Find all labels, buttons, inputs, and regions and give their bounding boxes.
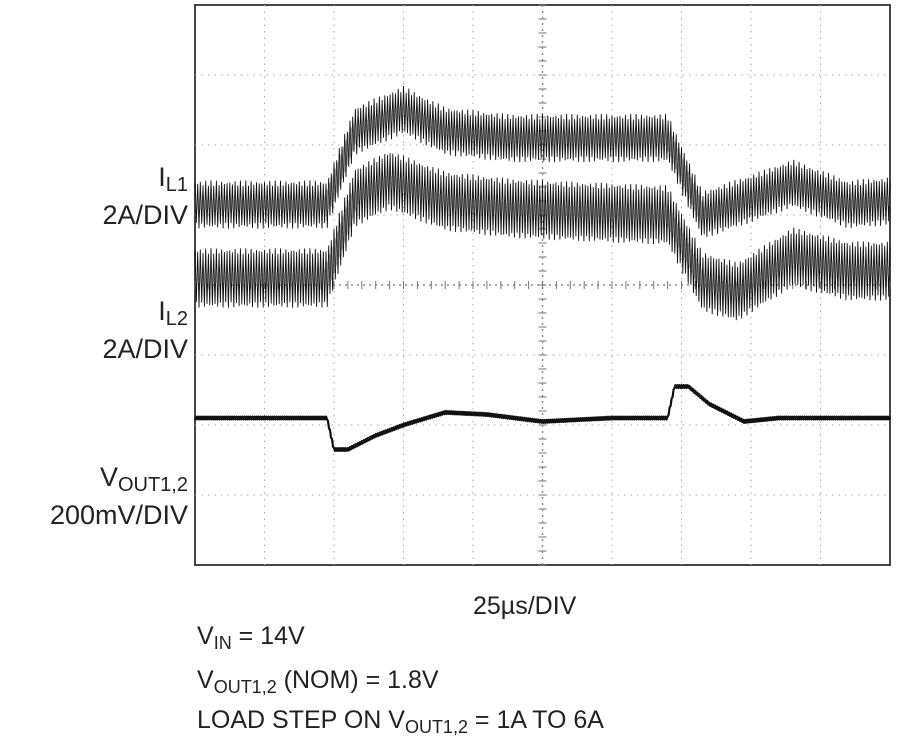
trace-il1 [193,85,892,237]
trace-vout-path [193,384,892,452]
il2-scale: 2A/DIV [102,334,188,364]
trace-il1-path [194,85,891,237]
trace-il2-core [193,175,892,297]
channel-label-il1: IL1 2A/DIV [102,162,188,230]
il1-name: IL1 [158,162,188,196]
grid [194,4,891,566]
il2-name: IL2 [158,296,188,330]
traces [193,85,892,452]
condition-vin: VIN = 14V [197,622,305,653]
il1-scale: 2A/DIV [102,200,188,230]
condition-load-step: LOAD STEP ON VOUT1,2 = 1A TO 6A [197,706,604,737]
condition-vout-nom: VOUT1,2 (NOM) = 1.8V [197,666,439,697]
channel-label-il2: IL2 2A/DIV [102,296,188,364]
trace-vout [193,384,892,452]
time-scale-label: 25µs/DIV [473,592,577,620]
channel-label-vout: VOUT1,2 200mV/DIV [50,462,188,530]
trace-il2 [193,153,892,321]
trace-il1-core [193,105,892,220]
trace-il2-path [194,153,891,321]
vout-scale: 200mV/DIV [49,500,188,530]
vout-name: VOUT1,2 [99,462,188,496]
